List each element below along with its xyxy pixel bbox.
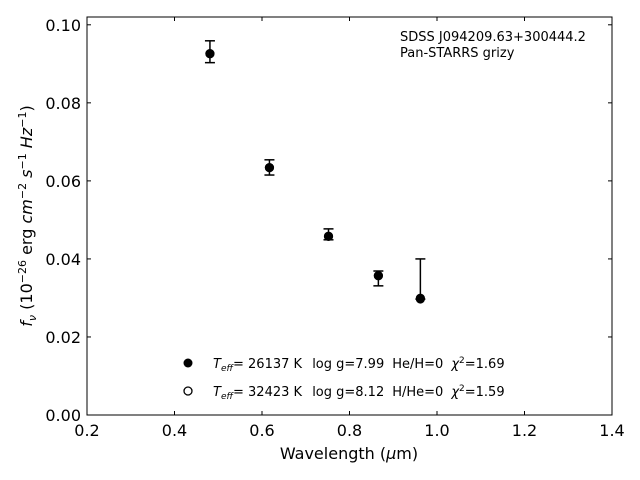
- y-axis-label: fν (10−26 erg cm−2 s−1 Hz−1): [16, 105, 39, 326]
- annotation-object: SDSS J094209.63+300444.2: [400, 30, 586, 45]
- x-tick-label: 1.4: [599, 421, 624, 440]
- model-point-filled: [264, 163, 274, 173]
- y-tick-label: 0.00: [45, 406, 81, 425]
- x-tick-label: 0.8: [337, 421, 362, 440]
- plot-area: [86, 16, 613, 416]
- y-tick-label: 0.10: [45, 16, 81, 35]
- x-tick-label: 0.2: [74, 421, 99, 440]
- y-tick-label: 0.06: [45, 172, 81, 191]
- x-axis-label: Wavelength (μm): [280, 444, 418, 463]
- y-tick-label: 0.08: [45, 94, 81, 113]
- model-point-filled: [373, 271, 383, 281]
- model-point-filled: [415, 294, 425, 304]
- x-tick-label: 0.6: [249, 421, 274, 440]
- legend-marker-open: [183, 386, 193, 396]
- x-tick-label: 1.0: [424, 421, 449, 440]
- x-tick-label: 0.4: [162, 421, 187, 440]
- annotation-survey: Pan-STARRS grizy: [400, 46, 515, 61]
- x-tick-label: 1.2: [512, 421, 537, 440]
- legend-entry-1: Teff= 26137 K log g=7.99 He/H=0 χ2=1.69: [213, 356, 505, 374]
- legend-marker-filled: [183, 358, 193, 368]
- model-point-filled: [205, 49, 215, 59]
- model-point-filled: [324, 231, 333, 241]
- legend-entry-2: Teff= 32423 K log g=8.12 H/He=0 χ2=1.59: [213, 384, 505, 402]
- y-tick-label: 0.02: [45, 328, 81, 347]
- y-tick-label: 0.04: [45, 250, 81, 269]
- legend: Teff= 26137 K log g=7.99 He/H=0 χ2=1.69 Te…: [183, 356, 505, 402]
